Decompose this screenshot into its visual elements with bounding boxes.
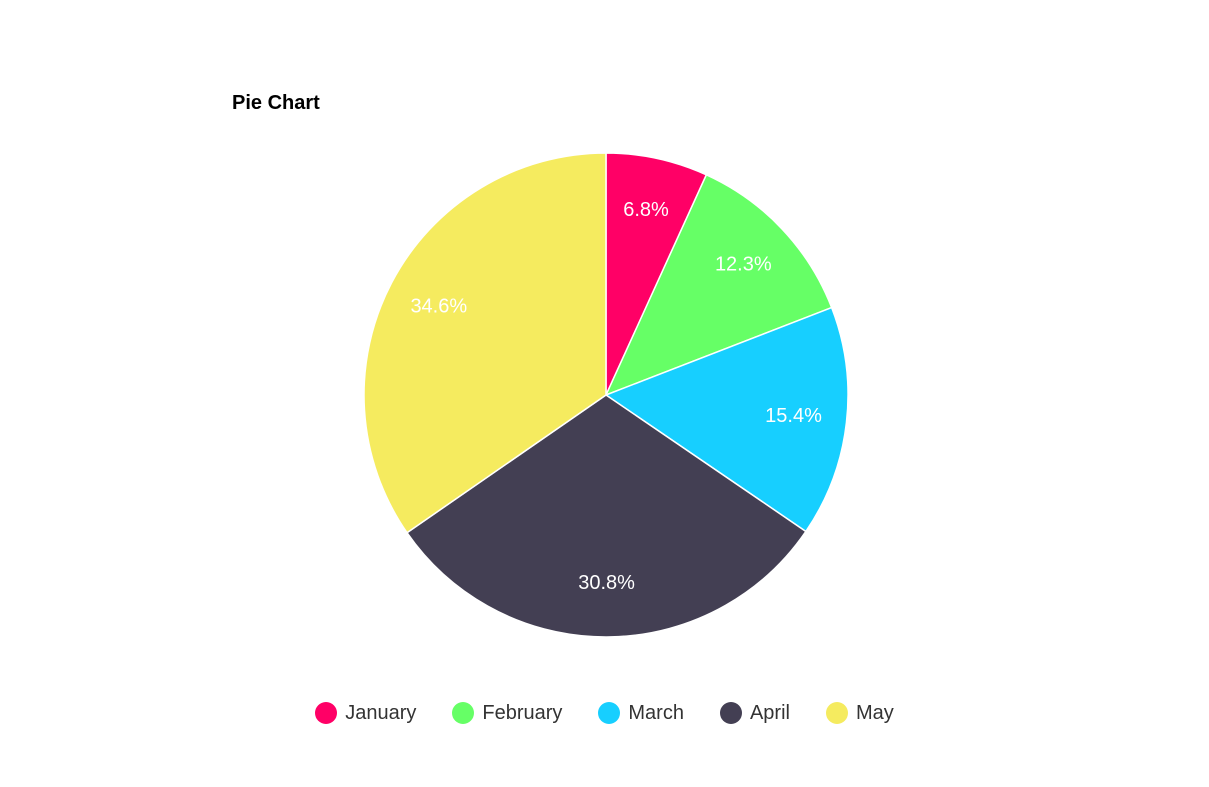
legend-label: April (749, 701, 790, 724)
pie-slice-april[interactable] (405, 394, 807, 638)
pie-slice-may[interactable] (363, 152, 607, 534)
legend-label: January (345, 701, 417, 724)
slice-label-april: 30.8% (578, 572, 635, 594)
slice-label-may: 34.6% (410, 296, 467, 318)
legend-label: February (482, 701, 563, 724)
legend-label: May (855, 701, 894, 724)
pie-slice-february[interactable] (604, 173, 833, 397)
legend: January February March April May (0, 700, 1209, 726)
legend-item-march[interactable]: March (598, 700, 684, 726)
slice-label-january: 6.8% (623, 199, 669, 221)
legend-item-may[interactable]: May (825, 700, 894, 726)
legend-swatch-icon (825, 702, 848, 724)
slice-label-february: 12.3% (715, 254, 772, 276)
legend-item-april[interactable]: April (719, 700, 790, 726)
legend-swatch-icon (719, 702, 742, 724)
slice-label-march: 15.4% (765, 405, 822, 427)
legend-item-february[interactable]: February (452, 700, 562, 726)
legend-swatch-icon (598, 702, 621, 724)
legend-swatch-icon (315, 702, 338, 724)
pie-slice-labels: 6.8% 12.3% 15.4% 30.8% 34.6% (410, 199, 822, 594)
legend-swatch-icon (452, 702, 475, 724)
legend-item-january[interactable]: January (315, 700, 416, 726)
pie-slice-march[interactable] (604, 306, 849, 533)
chart-title: Pie Chart (232, 92, 320, 114)
legend-label: March (628, 701, 684, 724)
pie-slices (363, 152, 849, 638)
